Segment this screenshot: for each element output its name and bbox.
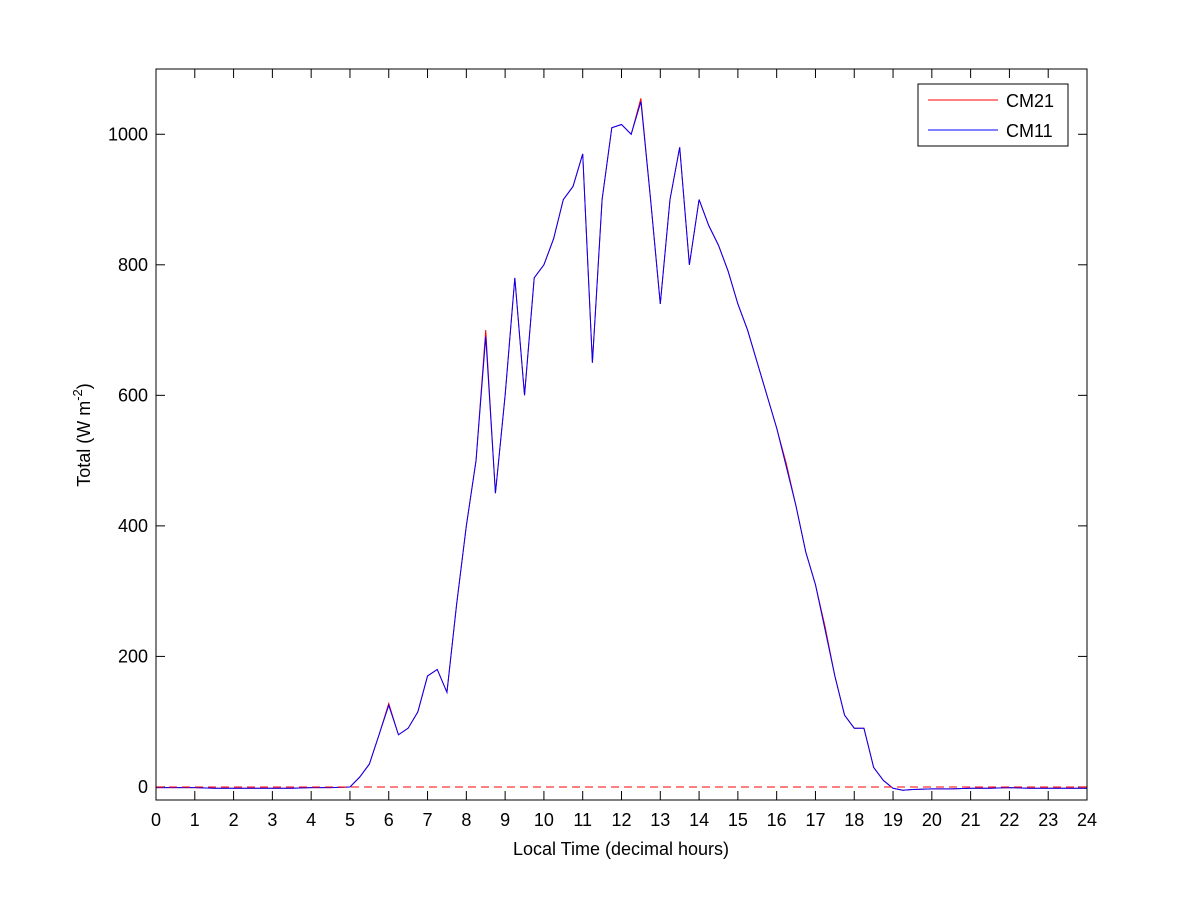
x-tick-label: 15 bbox=[728, 810, 748, 830]
x-tick-label: 4 bbox=[306, 810, 316, 830]
x-tick-label: 0 bbox=[151, 810, 161, 830]
series-line bbox=[156, 101, 1087, 791]
y-tick-label: 600 bbox=[118, 385, 148, 405]
x-tick-label: 6 bbox=[384, 810, 394, 830]
x-axis-label: Local Time (decimal hours) bbox=[513, 839, 729, 859]
y-label-suffix: ) bbox=[74, 383, 94, 389]
x-tick-label: 19 bbox=[883, 810, 903, 830]
x-tick-label: 17 bbox=[805, 810, 825, 830]
legend-box bbox=[917, 83, 1069, 147]
legend-label: CM11 bbox=[1006, 121, 1053, 141]
x-tick-label: 2 bbox=[229, 810, 239, 830]
x-tick-label: 9 bbox=[500, 810, 510, 830]
x-tick-label: 12 bbox=[611, 810, 631, 830]
x-tick-label: 7 bbox=[423, 810, 433, 830]
y-tick-label: 0 bbox=[138, 777, 148, 797]
legend-label: CM21 bbox=[1006, 91, 1054, 111]
y-axis-label: Total (W m-2) bbox=[70, 383, 94, 487]
y-label-text: Total (W m bbox=[74, 401, 94, 487]
x-tick-label: 21 bbox=[961, 810, 981, 830]
x-tick-label: 8 bbox=[461, 810, 471, 830]
x-tick-label: 10 bbox=[534, 810, 554, 830]
y-tick-label: 400 bbox=[118, 516, 148, 536]
y-tick-label: 1000 bbox=[108, 124, 148, 144]
x-tick-label: 16 bbox=[767, 810, 787, 830]
x-tick-label: 20 bbox=[922, 810, 942, 830]
y-tick-label: 200 bbox=[118, 646, 148, 666]
x-tick-label: 1 bbox=[190, 810, 200, 830]
x-tick-label: 24 bbox=[1077, 810, 1097, 830]
x-tick-label: 5 bbox=[345, 810, 355, 830]
y-tick-label: 800 bbox=[118, 255, 148, 275]
x-tick-label: 23 bbox=[1038, 810, 1058, 830]
x-tick-label: 14 bbox=[689, 810, 709, 830]
x-tick-label: 11 bbox=[573, 810, 592, 830]
plot-area bbox=[156, 69, 1087, 800]
x-tick-label: 22 bbox=[999, 810, 1019, 830]
axes-box bbox=[155, 68, 1088, 801]
x-tick-label: 13 bbox=[650, 810, 670, 830]
x-tick-label: 18 bbox=[844, 810, 864, 830]
x-tick-label: 3 bbox=[267, 810, 277, 830]
y-label-superscript: -2 bbox=[70, 389, 85, 401]
